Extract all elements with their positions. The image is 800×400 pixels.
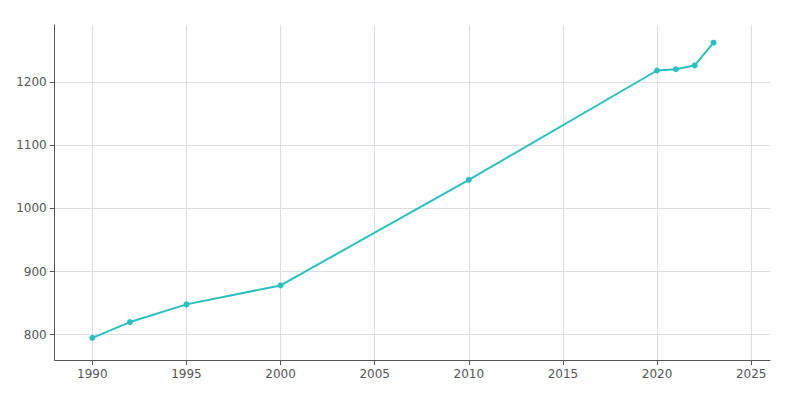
svg-text:900: 900: [24, 265, 47, 279]
svg-text:1990: 1990: [77, 367, 108, 381]
svg-text:2020: 2020: [642, 367, 673, 381]
svg-text:1995: 1995: [171, 367, 202, 381]
svg-text:800: 800: [24, 328, 47, 342]
svg-text:2010: 2010: [454, 367, 485, 381]
svg-text:2000: 2000: [265, 367, 296, 381]
svg-text:1200: 1200: [16, 75, 47, 89]
svg-text:1100: 1100: [16, 138, 47, 152]
svg-text:2005: 2005: [359, 367, 390, 381]
svg-text:1000: 1000: [16, 201, 47, 215]
svg-text:2025: 2025: [736, 367, 767, 381]
svg-text:2015: 2015: [548, 367, 579, 381]
